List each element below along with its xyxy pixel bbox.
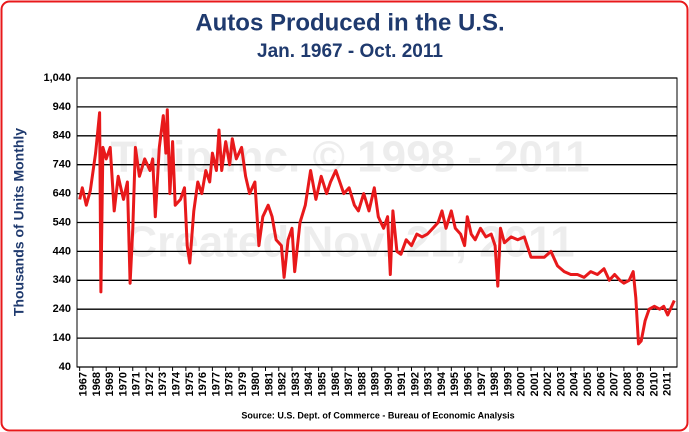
x-tick-label: 1977	[210, 372, 222, 396]
y-tick-label: 540	[53, 216, 71, 228]
x-tick-label: 1973	[157, 372, 169, 396]
x-tick-label: 1982	[277, 372, 289, 396]
x-tick-label: 1996	[463, 372, 475, 396]
x-tick-label: 1968	[91, 372, 103, 396]
y-axis-label: Thousands of Units Monthly	[11, 128, 27, 316]
x-tick-label: 1990	[383, 372, 395, 396]
watermark: Tulip Inc. © 1998 - 2011	[110, 133, 589, 182]
x-tick-label: 1986	[330, 372, 342, 396]
y-tick-label: 240	[53, 303, 71, 315]
x-tick-label: 1998	[489, 372, 501, 396]
x-tick-label: 2000	[516, 372, 528, 396]
x-tick-label: 2004	[569, 371, 581, 396]
x-tick-label: 1978	[224, 372, 236, 396]
x-tick-label: 2002	[542, 372, 554, 396]
x-tick-label: 1984	[303, 371, 315, 396]
x-tick-label: 1983	[290, 372, 302, 396]
y-tick-label: 340	[53, 274, 71, 286]
x-tick-label: 1999	[502, 372, 514, 396]
y-tick-label: 40	[59, 361, 71, 373]
y-tick-label: 840	[53, 130, 71, 142]
chart-title: Autos Produced in the U.S.	[195, 9, 504, 36]
x-tick-label: 1993	[423, 372, 435, 396]
x-tick-label: 1970	[117, 372, 129, 396]
x-tick-label: 2003	[555, 372, 567, 396]
x-tick-label: 1967	[78, 372, 90, 396]
x-tick-label: 2001	[529, 372, 541, 396]
x-tick-label: 2008	[622, 372, 634, 396]
x-tick-label: 1972	[144, 372, 156, 396]
data-line	[78, 108, 676, 346]
x-tick-label: 2011	[662, 372, 674, 396]
x-tick-label: 2009	[635, 372, 647, 396]
x-tick-label: 2007	[609, 372, 621, 396]
y-tick-label: 140	[53, 332, 71, 344]
source: Source: U.S. Dept. of Commerce - Bureau …	[241, 410, 514, 420]
y-tick-label: 1,040	[43, 72, 71, 84]
x-tick-label: 2006	[595, 372, 607, 396]
x-tick-label: 1992	[409, 372, 421, 396]
y-tick-label: 940	[53, 101, 71, 113]
chart-subtitle: Jan. 1967 - Oct. 2011	[257, 41, 443, 62]
x-tick-label: 1971	[131, 372, 143, 396]
x-tick-label: 1981	[263, 372, 275, 396]
x-tick-label: 1979	[237, 372, 249, 396]
x-tick-label: 1997	[476, 372, 488, 396]
y-tick-label: 640	[53, 188, 71, 200]
y-tick-label: 740	[53, 159, 71, 171]
x-tick-label: 1985	[316, 372, 328, 396]
x-tick-label: 2010	[648, 372, 660, 396]
x-tick-label: 1980	[250, 372, 262, 396]
y-tick-label: 440	[53, 245, 71, 257]
x-tick-label: 1969	[104, 372, 116, 396]
x-tick-label: 1988	[356, 372, 368, 396]
x-tick-label: 1991	[396, 372, 408, 396]
x-tick-label: 1989	[370, 372, 382, 396]
x-tick-label: 2005	[582, 372, 594, 396]
x-tick-label: 1975	[184, 372, 196, 396]
x-tick-label: 1976	[197, 372, 209, 396]
x-tick-label: 1994	[436, 371, 448, 396]
x-tick-label: 1995	[449, 372, 461, 396]
x-tick-label: 1974	[170, 371, 182, 396]
x-tick-label: 1987	[343, 372, 355, 396]
